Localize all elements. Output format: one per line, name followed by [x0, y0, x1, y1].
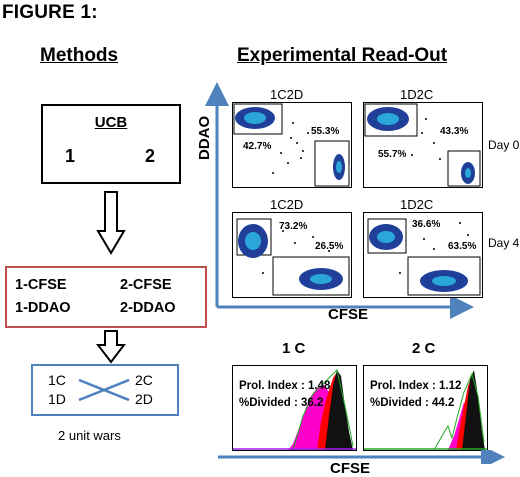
gate-percent: 73.2% [279, 221, 308, 232]
ucb-box: UCB 1 2 [41, 104, 181, 184]
cross-icon [78, 378, 130, 402]
panel-title: 1D2C [400, 197, 434, 212]
gate-percent: 43.3% [440, 126, 469, 137]
combo-2c: 2C [135, 372, 153, 388]
scatter-plot [236, 218, 350, 296]
hist-x-axis-label: CFSE [330, 460, 371, 477]
histogram-title: 1 C [282, 340, 306, 357]
label-1-cfse: 1-CFSE [15, 277, 67, 293]
day-label: Day 4 [488, 236, 520, 250]
label-1-ddao: 1-DDAO [15, 300, 71, 316]
histogram-panel: Prol. Index : 1.48 %Divided : 36.2 [232, 365, 357, 451]
down-arrow-icon [96, 191, 126, 255]
gate-percent: 55.3% [311, 126, 340, 137]
gate-percent: 36.6% [412, 219, 441, 230]
methods-title: Methods [40, 45, 119, 66]
combo-2d: 2D [135, 391, 153, 407]
histogram-panel: Prol. Index : 1.12 %Divided : 44.2 [363, 365, 488, 451]
readout-title: Experimental Read-Out [237, 45, 448, 66]
labeling-box: 1-CFSE 2-CFSE 1-DDAO 2-DDAO [5, 266, 207, 328]
prolif-index: Prol. Index : 1.48 [239, 380, 331, 392]
panel-title: 1C2D [270, 87, 304, 102]
gate-percent: 42.7% [243, 141, 272, 152]
label-2-cfse: 2-CFSE [120, 277, 172, 293]
panel-title: 1C2D [270, 197, 304, 212]
scatter-panel: 55.7% 43.3% [363, 102, 483, 188]
down-arrow-icon [96, 330, 126, 364]
ucb-unit-2: 2 [144, 146, 155, 166]
histogram-title: 2 C [412, 340, 436, 357]
prolif-index: Prol. Index : 1.12 [370, 380, 462, 392]
histogram-plot [364, 370, 487, 450]
gate-percent: 26.5% [315, 241, 344, 252]
scatter-panel: 42.7% 55.3% [232, 102, 352, 188]
percent-divided: %Divided : 36.2 [239, 397, 324, 409]
scatter-plot [364, 103, 481, 187]
scatter-plot [367, 218, 481, 296]
gate-percent: 63.5% [448, 241, 477, 252]
day-label: Day 0 [488, 138, 520, 152]
combo-1c: 1C [48, 372, 66, 388]
combination-box: 1C 2C 1D 2D [31, 364, 179, 416]
label-2-ddao: 2-DDAO [120, 300, 176, 316]
histogram-x-axis [218, 450, 505, 464]
ucb-unit-1: 1 [65, 146, 76, 166]
panel-title: 1D2C [400, 87, 434, 102]
scatter-axes [205, 82, 474, 319]
scatter-panel: 73.2% 26.5% [232, 212, 352, 298]
scatter-plot [233, 103, 350, 187]
ucb-label: UCB [94, 114, 128, 131]
gate-percent: 55.7% [378, 149, 407, 160]
combo-1d: 1D [48, 391, 66, 407]
x-axis-label: CFSE [328, 306, 369, 323]
figure-title: FIGURE 1: [2, 2, 98, 23]
combo-caption: 2 unit wars [58, 428, 121, 443]
percent-divided: %Divided : 44.2 [370, 397, 455, 409]
scatter-panel: 36.6% 63.5% [363, 212, 483, 298]
y-axis-label: DDAO [196, 115, 213, 160]
histogram-plot [233, 369, 356, 450]
